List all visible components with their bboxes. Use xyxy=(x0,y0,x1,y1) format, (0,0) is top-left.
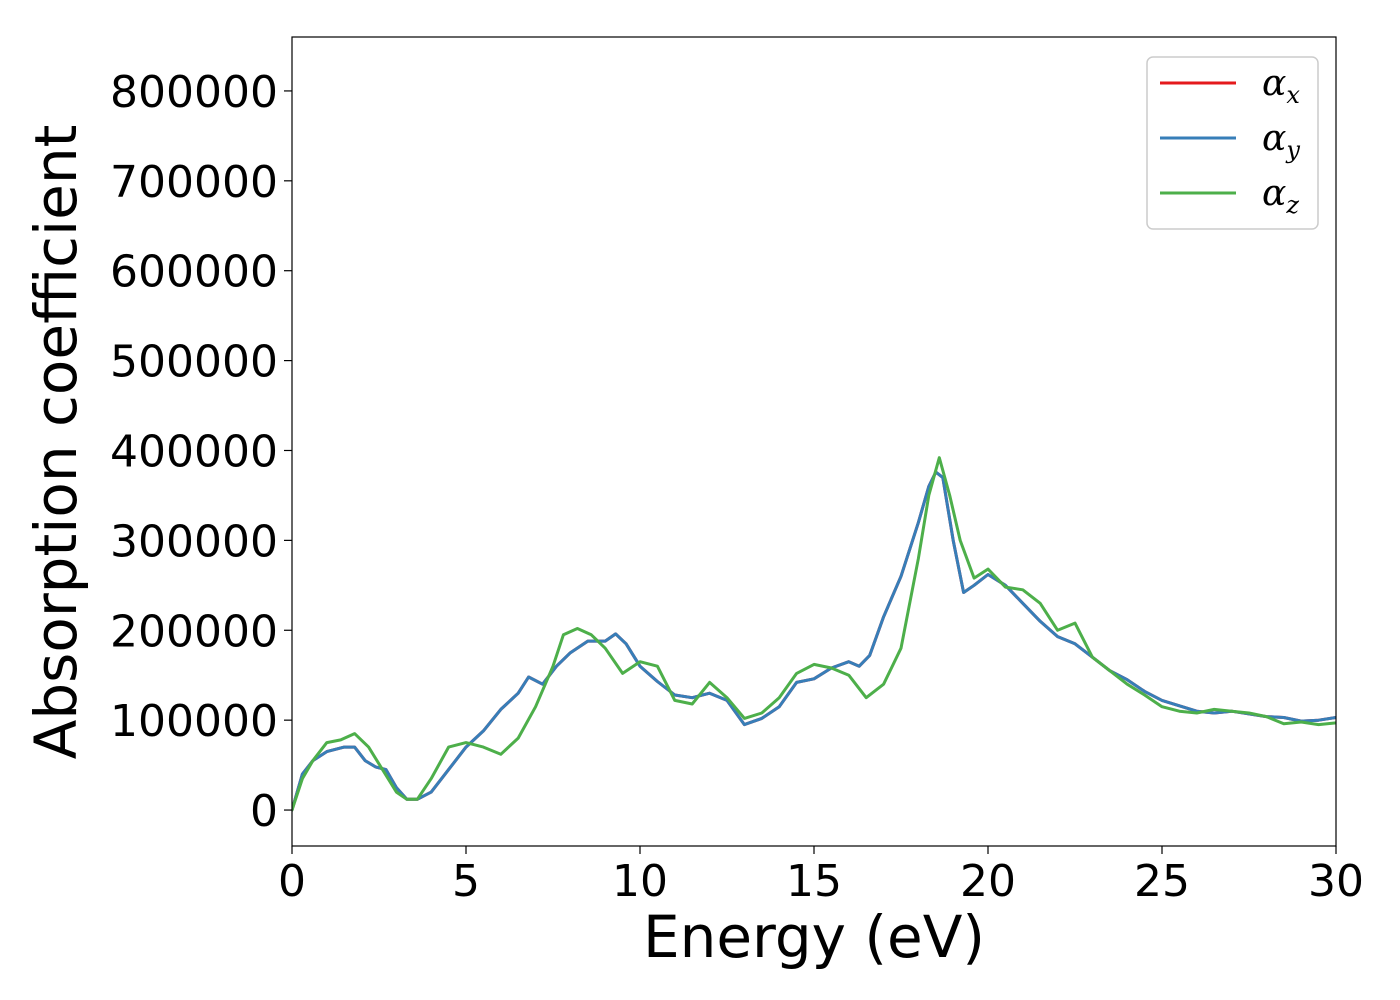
x-axis: 0 5 10 15 20 25 30 xyxy=(278,846,1364,907)
x-tick-label: 5 xyxy=(452,856,480,907)
legend-box xyxy=(1146,56,1319,230)
x-tick-label: 10 xyxy=(612,856,668,907)
legend-label-y: αy xyxy=(1262,118,1300,164)
y-axis: 0 100000 200000 300000 400000 500000 600000 700… xyxy=(110,67,292,837)
y-tick-label: 800000 xyxy=(110,67,278,118)
y-tick-label: 200000 xyxy=(110,606,278,657)
legend-label-x: αx xyxy=(1262,63,1300,109)
y-tick-label: 500000 xyxy=(110,337,278,388)
y-tick-label: 600000 xyxy=(110,247,278,298)
y-tick-label: 700000 xyxy=(110,157,278,208)
x-tick-label: 30 xyxy=(1308,856,1364,907)
x-axis-title: Energy (eV) xyxy=(643,903,985,971)
x-tick-label: 25 xyxy=(1134,856,1190,907)
y-tick-label: 400000 xyxy=(110,426,278,477)
x-tick-label: 15 xyxy=(786,856,842,907)
y-tick-label: 100000 xyxy=(110,696,278,747)
y-tick-label: 0 xyxy=(250,786,278,837)
y-tick-label: 300000 xyxy=(110,516,278,567)
x-tick-label: 0 xyxy=(278,856,306,907)
legend: αx αy αz xyxy=(1146,56,1319,230)
legend-label-z: αz xyxy=(1262,173,1299,219)
series-line-y xyxy=(292,470,1336,812)
x-tick-label: 20 xyxy=(960,856,1016,907)
series-line-z xyxy=(292,456,1336,812)
series-layer xyxy=(292,456,1336,812)
y-axis-title: Absorption coefficient xyxy=(22,125,90,760)
